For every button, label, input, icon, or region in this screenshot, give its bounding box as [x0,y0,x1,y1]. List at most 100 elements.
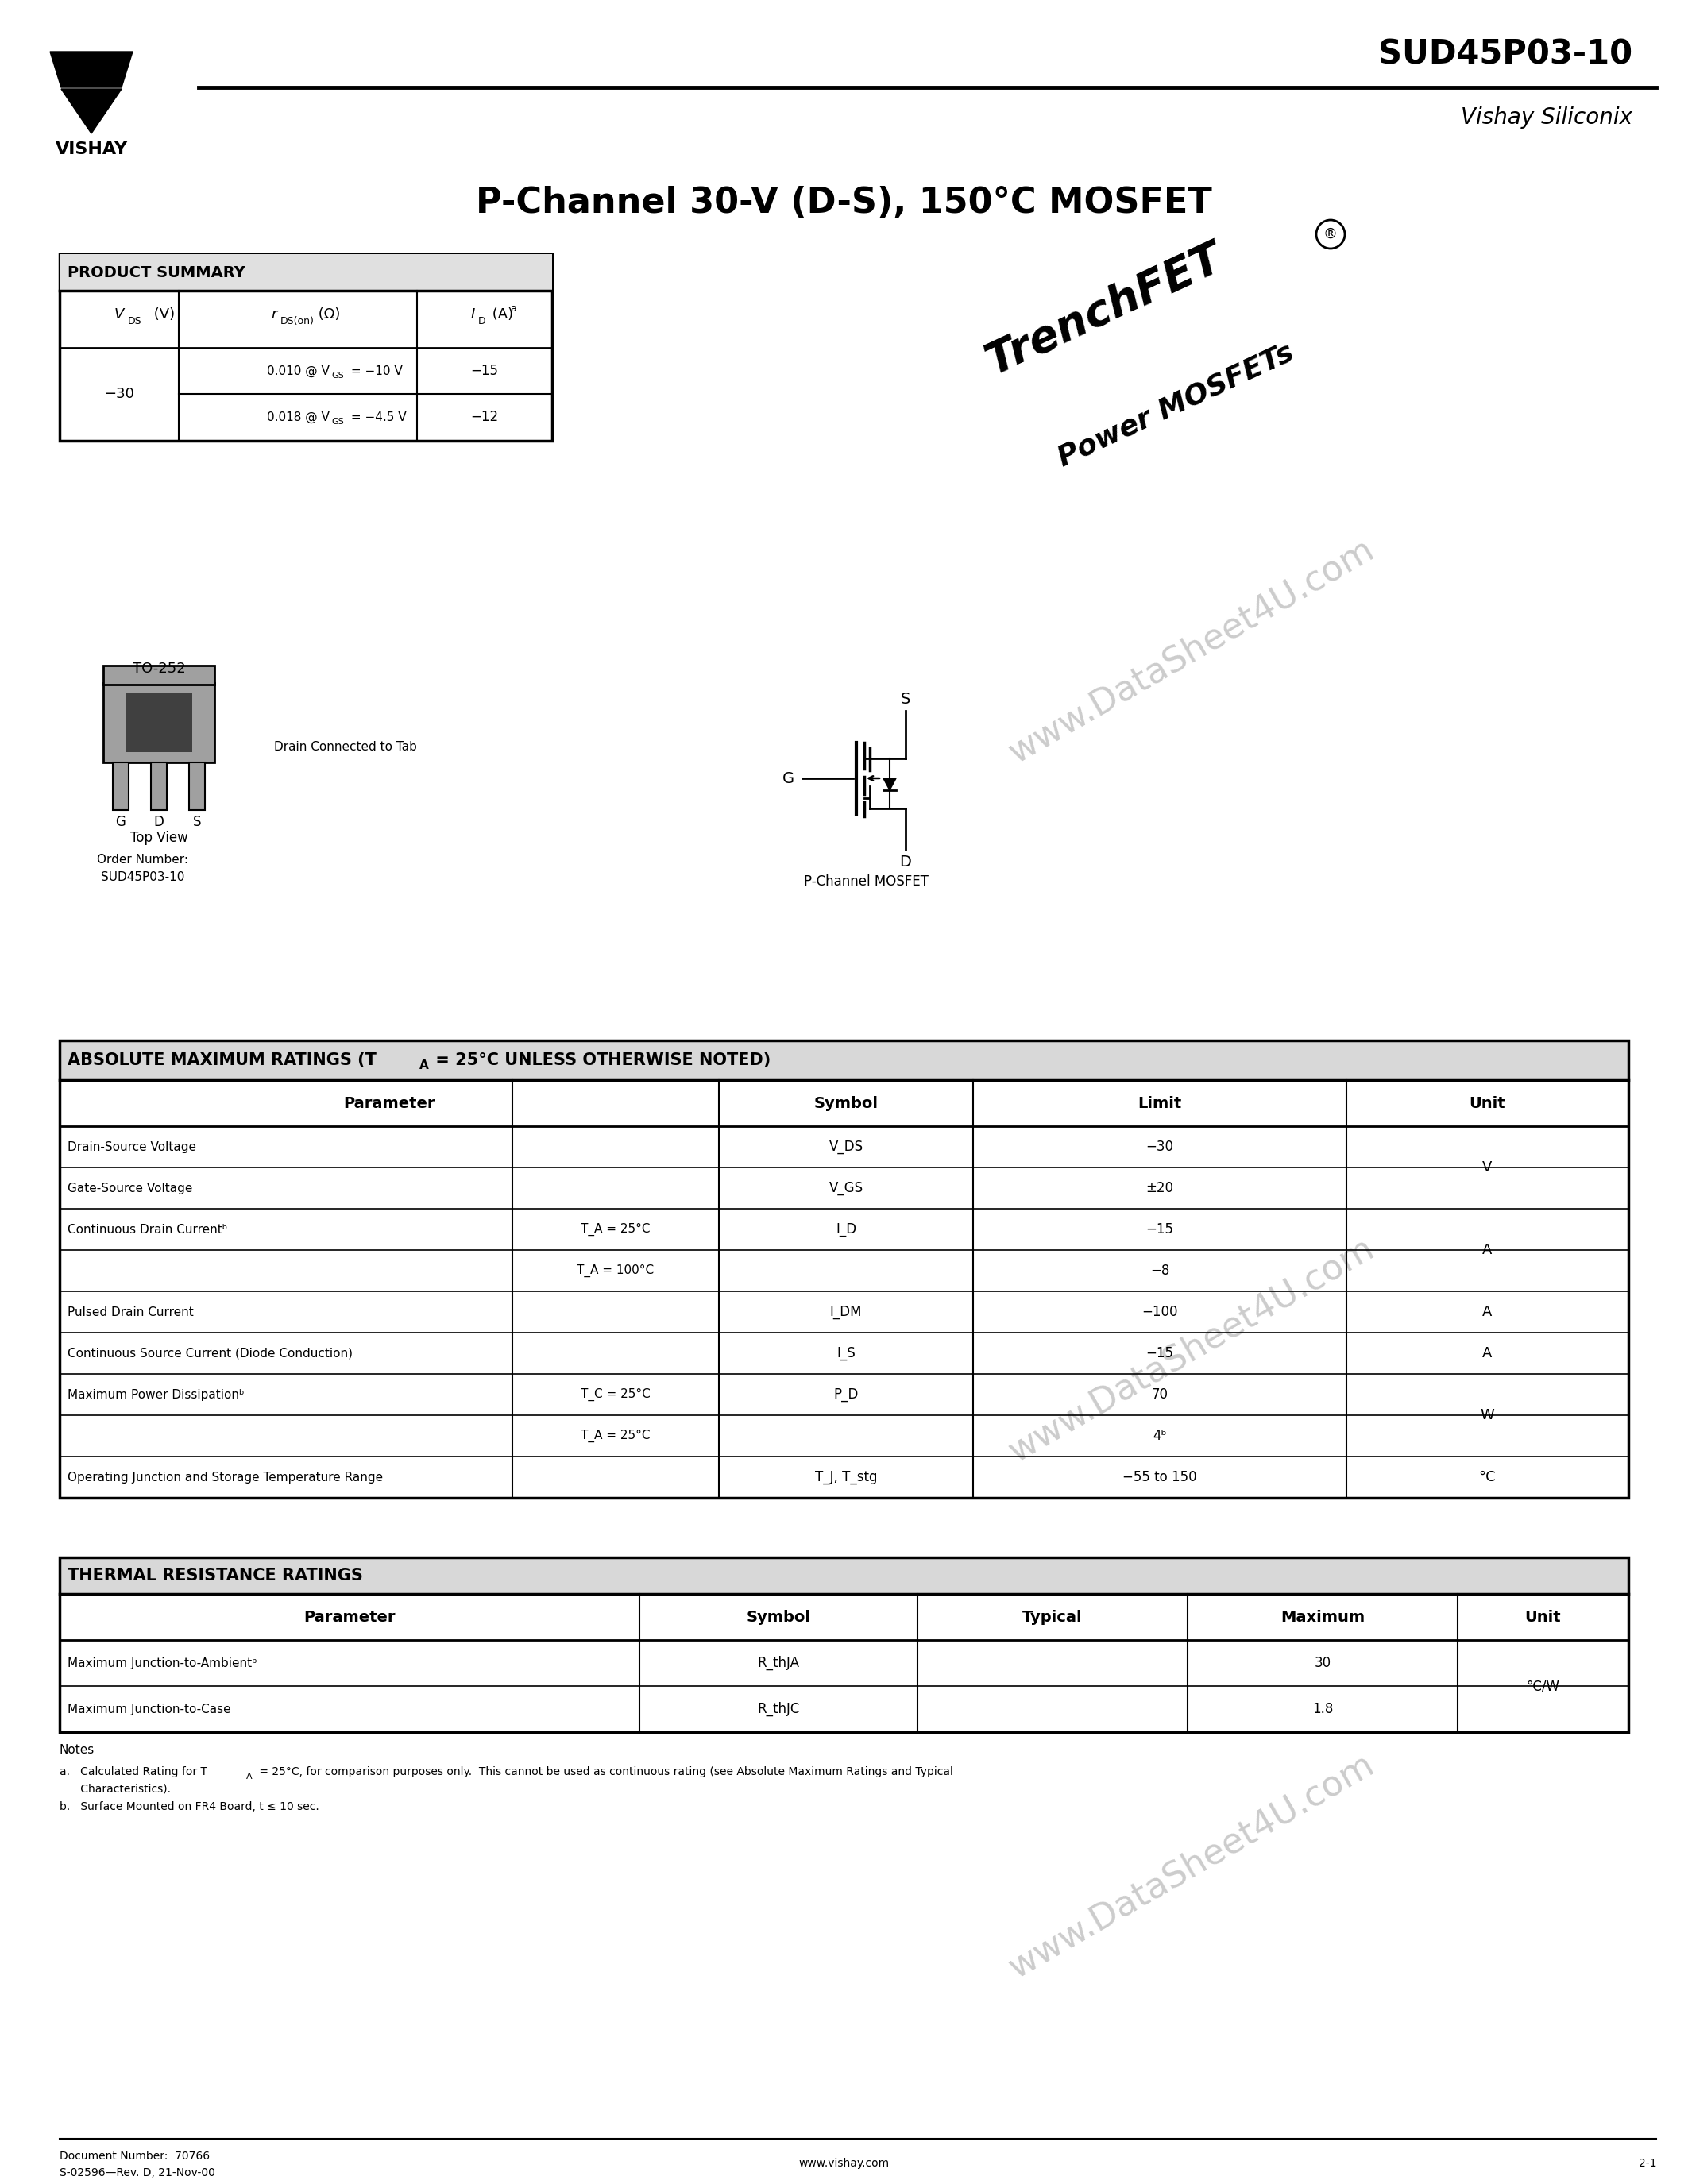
Bar [59,1557,1629,1594]
Text: T_A = 25°C: T_A = 25°C [581,1223,650,1236]
Text: Parameter: Parameter [304,1610,395,1625]
Text: Gate-Source Voltage: Gate-Source Voltage [68,1182,192,1195]
Text: Notes: Notes [59,1743,95,1756]
Text: Maximum Junction-to-Case: Maximum Junction-to-Case [68,1704,231,1714]
Text: SUD45P03-10: SUD45P03-10 [1377,37,1632,70]
Bar [189,762,204,810]
Text: ABSOLUTE MAXIMUM RATINGS (T: ABSOLUTE MAXIMUM RATINGS (T [68,1053,376,1068]
Text: −8: −8 [1150,1265,1170,1278]
Text: Vishay Siliconix: Vishay Siliconix [1460,107,1632,129]
Text: Maximum Power Dissipationᵇ: Maximum Power Dissipationᵇ [68,1389,245,1400]
Text: P_D: P_D [834,1387,859,1402]
Text: Drain-Source Voltage: Drain-Source Voltage [68,1140,196,1153]
Text: °C: °C [1479,1470,1496,1485]
Polygon shape [51,52,133,87]
Text: 70: 70 [1151,1387,1168,1402]
Text: Symbol: Symbol [746,1610,810,1625]
Text: Maximum Junction-to-Ambientᵇ: Maximum Junction-to-Ambientᵇ [68,1658,257,1669]
Text: Characteristics).: Characteristics). [59,1784,170,1795]
Text: A: A [419,1059,429,1070]
Text: −15: −15 [1146,1345,1173,1361]
Text: R_thJC: R_thJC [758,1701,800,1717]
Text: ±20: ±20 [1146,1182,1173,1195]
Text: −30: −30 [1146,1140,1173,1153]
Text: Power MOSFETs: Power MOSFETs [1053,339,1298,472]
Text: I_D: I_D [836,1223,856,1236]
Text: www.DataSheet4U.com: www.DataSheet4U.com [1003,1232,1381,1470]
Text: Limit: Limit [1138,1096,1182,1112]
Text: G: G [782,771,793,786]
Text: GS: GS [331,371,344,380]
Text: www.DataSheet4U.com: www.DataSheet4U.com [1003,533,1381,771]
Text: www.DataSheet4U.com: www.DataSheet4U.com [1003,1747,1381,1985]
Text: GS: GS [331,417,344,426]
Text: Unit: Unit [1469,1096,1506,1112]
Text: 1.8: 1.8 [1312,1701,1334,1717]
Text: (A): (A) [488,308,513,321]
Text: a: a [510,304,517,312]
Text: R_thJA: R_thJA [758,1655,800,1671]
Text: T_J, T_stg: T_J, T_stg [815,1470,878,1485]
Text: 0.010 @ V: 0.010 @ V [267,365,329,378]
Text: A: A [1482,1243,1492,1258]
Bar [150,762,167,810]
Text: −55 to 150: −55 to 150 [1123,1470,1197,1485]
Text: Document Number:  70766: Document Number: 70766 [59,2151,209,2162]
Text: Symbol: Symbol [814,1096,878,1112]
Text: −15: −15 [471,365,498,378]
Text: T_A = 100°C: T_A = 100°C [577,1265,655,1278]
Bar [125,692,192,751]
Text: V: V [1482,1160,1492,1175]
Text: I: I [471,308,474,321]
Text: D: D [154,815,164,830]
Text: P-Channel MOSFET: P-Channel MOSFET [803,874,928,889]
Text: Maximum: Maximum [1281,1610,1364,1625]
Bar [113,762,128,810]
Text: 2-1: 2-1 [1639,2158,1656,2169]
Text: S-02596—Rev. D, 21-Nov-00: S-02596—Rev. D, 21-Nov-00 [59,2167,214,2177]
Text: Pulsed Drain Current: Pulsed Drain Current [68,1306,194,1317]
Text: T_A = 25°C: T_A = 25°C [581,1431,650,1441]
Text: Unit: Unit [1524,1610,1561,1625]
Text: TO-252: TO-252 [132,662,186,675]
Text: ®: ® [1323,227,1337,242]
Polygon shape [61,90,122,133]
Text: S: S [901,692,910,705]
Text: −30: −30 [105,387,135,402]
Text: PRODUCT SUMMARY: PRODUCT SUMMARY [68,264,245,280]
Text: I_S: I_S [837,1345,856,1361]
Text: www.vishay.com: www.vishay.com [798,2158,890,2169]
Text: I_DM: I_DM [830,1304,863,1319]
Bar [59,1040,1629,1498]
Bar [103,666,214,684]
Text: 0.018 @ V: 0.018 @ V [267,411,329,424]
Text: P-Channel 30-V (D-S), 150°C MOSFET: P-Channel 30-V (D-S), 150°C MOSFET [476,186,1212,221]
Text: −15: −15 [1146,1223,1173,1236]
Text: Operating Junction and Storage Temperature Range: Operating Junction and Storage Temperatu… [68,1472,383,1483]
Bar [103,684,214,762]
Text: = 25°C UNLESS OTHERWISE NOTED): = 25°C UNLESS OTHERWISE NOTED) [430,1053,771,1068]
Bar [59,1557,1629,1732]
Text: A: A [1482,1345,1492,1361]
Text: Top View: Top View [130,830,187,845]
Text: = −10 V: = −10 V [348,365,402,378]
Bar [59,253,552,290]
Text: 30: 30 [1315,1655,1330,1671]
Text: G: G [115,815,127,830]
Text: °C/W: °C/W [1526,1679,1560,1693]
Text: Continuous Source Current (Diode Conduction): Continuous Source Current (Diode Conduct… [68,1348,353,1358]
Text: = 25°C, for comparison purposes only.  This cannot be used as continuous rating : = 25°C, for comparison purposes only. Th… [257,1767,954,1778]
Text: b.   Surface Mounted on FR4 Board, t ≤ 10 sec.: b. Surface Mounted on FR4 Board, t ≤ 10 … [59,1802,319,1813]
Text: 4ᵇ: 4ᵇ [1153,1428,1166,1444]
Text: VISHAY: VISHAY [56,142,128,157]
Text: SUD45P03-10: SUD45P03-10 [101,871,186,882]
Polygon shape [883,778,896,791]
Text: T_C = 25°C: T_C = 25°C [581,1389,650,1400]
Text: (Ω): (Ω) [314,308,341,321]
Text: W: W [1480,1409,1494,1422]
Text: r: r [272,308,277,321]
Text: −100: −100 [1141,1304,1178,1319]
Text: DS(on): DS(on) [280,317,314,325]
Text: S: S [192,815,201,830]
Text: THERMAL RESISTANCE RATINGS: THERMAL RESISTANCE RATINGS [68,1568,363,1583]
